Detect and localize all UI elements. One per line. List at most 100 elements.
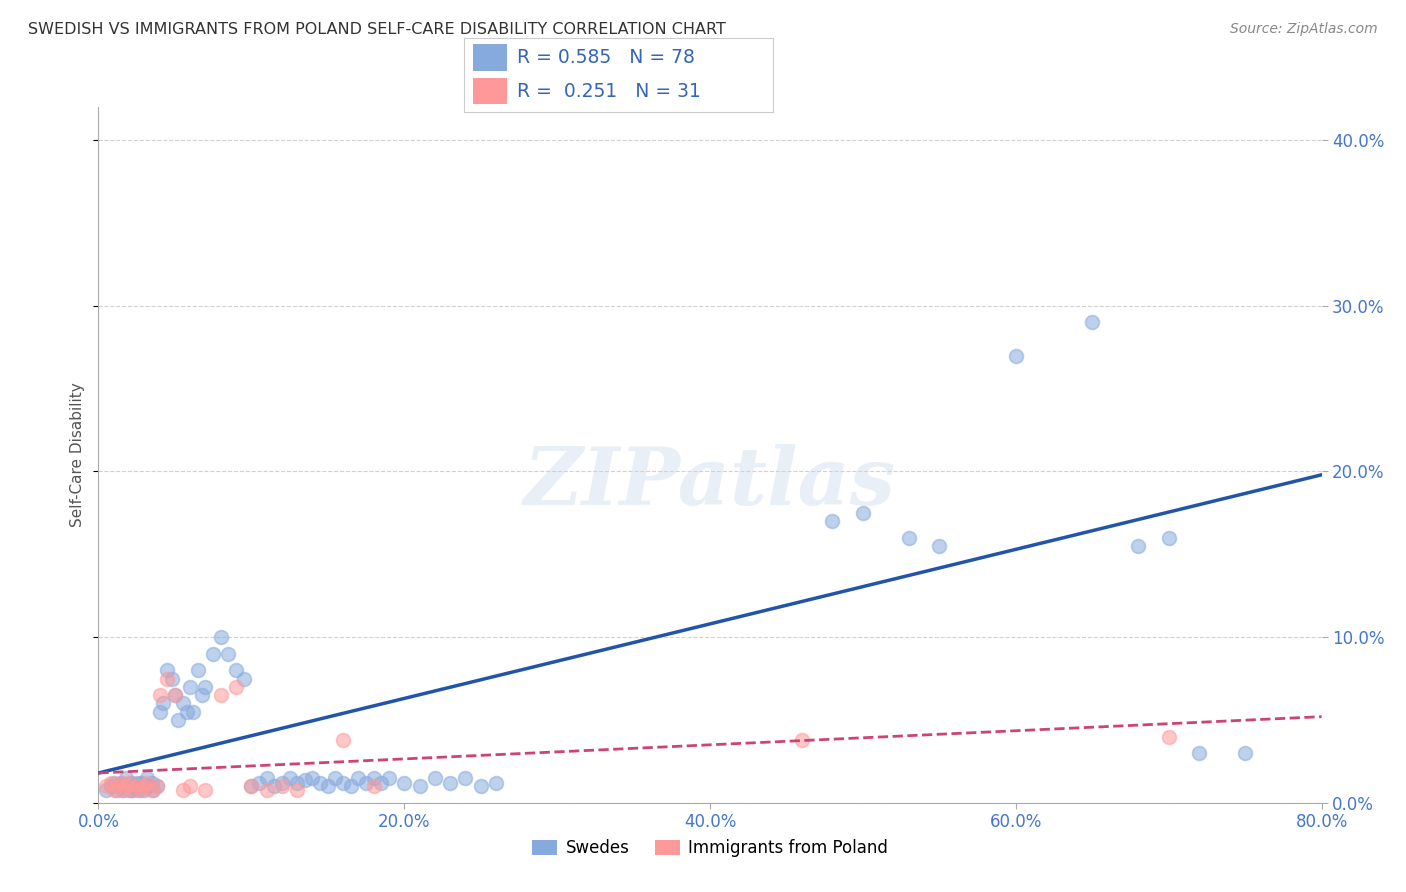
- Point: [172, 782, 194, 797]
- Point: [294, 772, 316, 787]
- Point: [309, 776, 332, 790]
- Point: [285, 782, 308, 797]
- Point: [121, 782, 143, 797]
- Point: [378, 771, 401, 785]
- Point: [94, 779, 117, 793]
- Point: [191, 688, 214, 702]
- Point: [105, 782, 128, 797]
- Point: [270, 776, 292, 790]
- Point: [121, 782, 143, 797]
- Point: [160, 672, 183, 686]
- Point: [156, 663, 179, 677]
- Point: [1188, 746, 1211, 760]
- Bar: [474, 45, 508, 70]
- Point: [1004, 349, 1026, 363]
- Point: [172, 697, 194, 711]
- Point: [100, 776, 122, 790]
- Point: [470, 779, 492, 793]
- Point: [263, 779, 285, 793]
- Point: [149, 705, 172, 719]
- Point: [202, 647, 225, 661]
- Point: [120, 776, 142, 790]
- Point: [928, 539, 950, 553]
- Point: [363, 779, 385, 793]
- Text: R = 0.585   N = 78: R = 0.585 N = 78: [516, 48, 695, 67]
- Point: [145, 779, 167, 793]
- Point: [1128, 539, 1150, 553]
- Point: [225, 680, 247, 694]
- Text: R =  0.251   N = 31: R = 0.251 N = 31: [516, 81, 700, 101]
- Point: [181, 705, 204, 719]
- Point: [149, 688, 172, 702]
- Point: [485, 776, 508, 790]
- Text: ZIPatlas: ZIPatlas: [524, 444, 896, 522]
- Point: [128, 779, 150, 793]
- Point: [454, 771, 477, 785]
- Point: [332, 732, 354, 747]
- Point: [439, 776, 461, 790]
- Point: [115, 779, 138, 793]
- Point: [301, 771, 323, 785]
- Point: [141, 782, 163, 797]
- Y-axis label: Self-Care Disability: Self-Care Disability: [70, 383, 86, 527]
- Point: [209, 688, 232, 702]
- Point: [103, 776, 125, 790]
- Point: [115, 771, 138, 785]
- Point: [100, 779, 122, 793]
- Point: [179, 680, 201, 694]
- Point: [423, 771, 446, 785]
- Point: [129, 782, 152, 797]
- Point: [247, 776, 270, 790]
- Point: [135, 779, 157, 793]
- Point: [179, 779, 201, 793]
- Point: [392, 776, 416, 790]
- Point: [408, 779, 430, 793]
- Point: [278, 771, 301, 785]
- Point: [194, 680, 217, 694]
- Point: [163, 688, 186, 702]
- Point: [163, 688, 186, 702]
- Point: [332, 776, 354, 790]
- Point: [136, 771, 159, 785]
- Point: [256, 782, 278, 797]
- Point: [325, 771, 347, 785]
- Point: [232, 672, 254, 686]
- Point: [127, 782, 149, 797]
- Point: [112, 779, 135, 793]
- Point: [141, 776, 163, 790]
- Point: [105, 779, 128, 793]
- Point: [125, 776, 148, 790]
- Point: [176, 705, 198, 719]
- Point: [316, 779, 339, 793]
- Point: [103, 782, 125, 797]
- Point: [256, 771, 278, 785]
- Point: [122, 779, 145, 793]
- Point: [852, 506, 875, 520]
- Point: [1157, 531, 1180, 545]
- Bar: [474, 78, 508, 104]
- Point: [339, 779, 361, 793]
- Point: [134, 782, 156, 797]
- Legend: Swedes, Immigrants from Poland: Swedes, Immigrants from Poland: [526, 833, 894, 864]
- Point: [118, 776, 141, 790]
- Point: [136, 776, 159, 790]
- Point: [111, 782, 134, 797]
- Point: [285, 776, 308, 790]
- Point: [354, 776, 377, 790]
- Point: [209, 630, 232, 644]
- Point: [1081, 315, 1104, 329]
- Point: [363, 771, 385, 785]
- Text: SWEDISH VS IMMIGRANTS FROM POLAND SELF-CARE DISABILITY CORRELATION CHART: SWEDISH VS IMMIGRANTS FROM POLAND SELF-C…: [28, 22, 725, 37]
- Point: [94, 782, 117, 797]
- Point: [194, 782, 217, 797]
- Point: [129, 776, 152, 790]
- Point: [240, 779, 263, 793]
- Point: [142, 782, 165, 797]
- Point: [138, 779, 160, 793]
- Point: [187, 663, 209, 677]
- Point: [167, 713, 190, 727]
- Point: [270, 779, 292, 793]
- Point: [145, 779, 167, 793]
- Point: [1157, 730, 1180, 744]
- Point: [1234, 746, 1257, 760]
